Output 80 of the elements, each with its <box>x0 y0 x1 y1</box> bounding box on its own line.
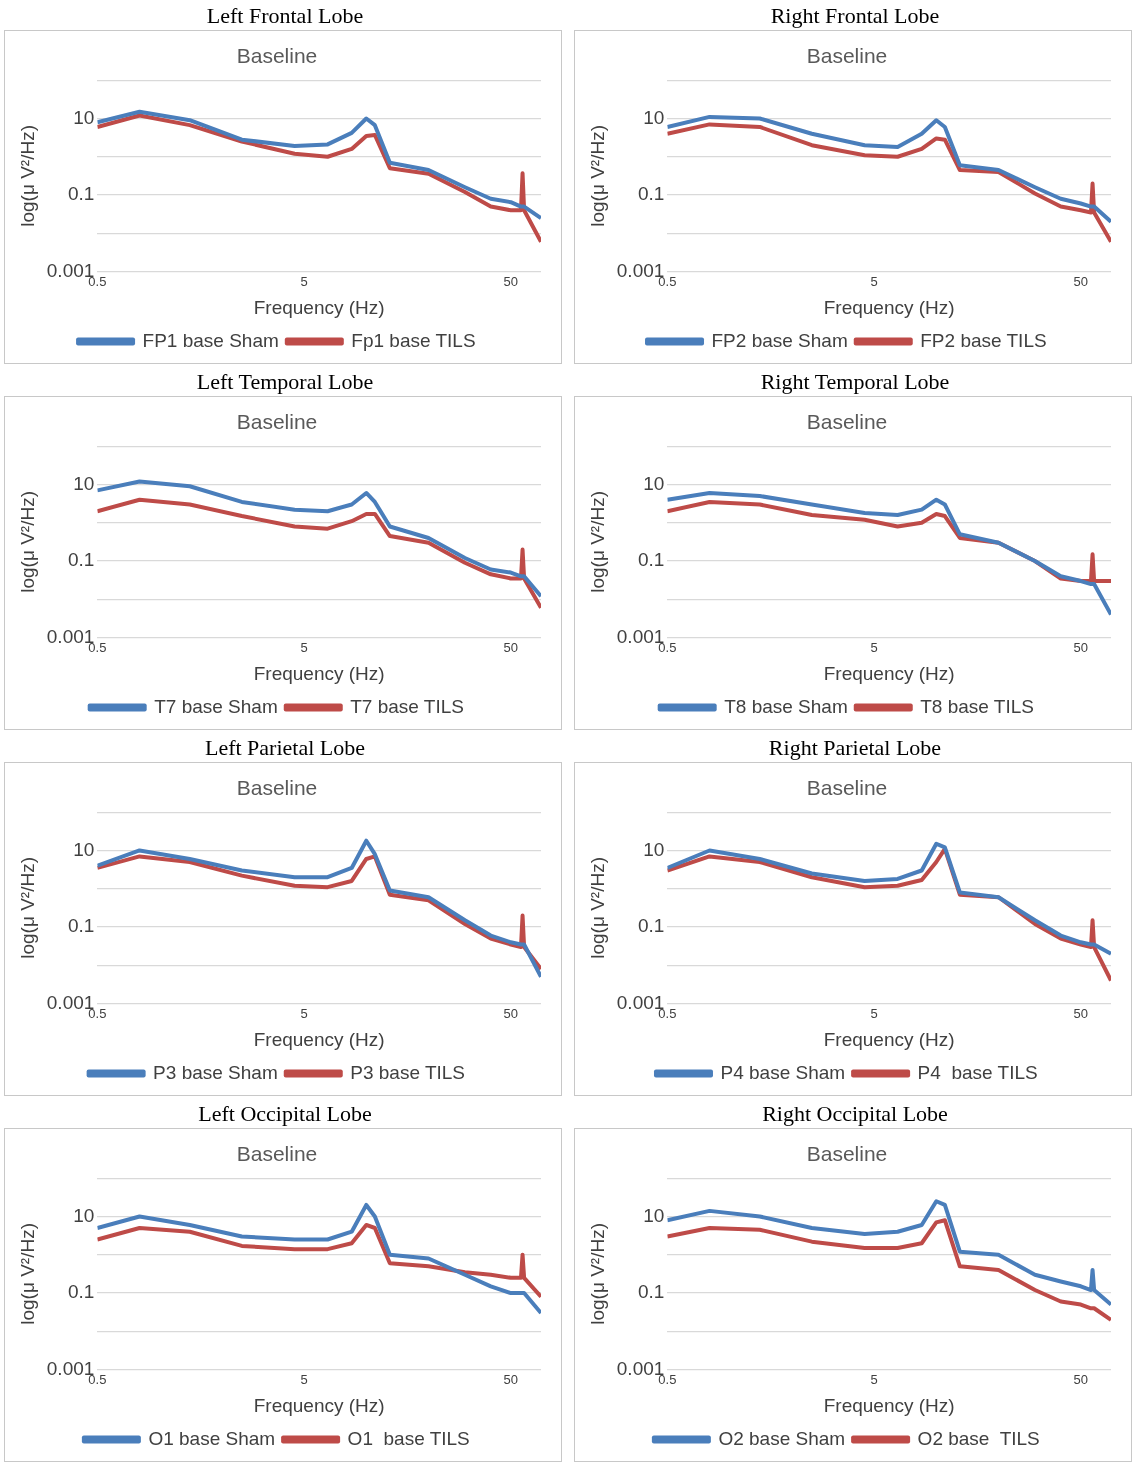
y-tick-label: 10 <box>73 838 95 860</box>
y-tick-label: 10 <box>643 838 665 860</box>
x-tick-label: 50 <box>503 273 519 289</box>
legend-label: O2 base TILS <box>917 1427 1040 1449</box>
x-tick-label: 5 <box>870 639 878 655</box>
y-tick-label: 0.1 <box>637 549 665 571</box>
legend-label: P4 base TILS <box>917 1061 1038 1083</box>
x-tick-label: 5 <box>870 1005 878 1021</box>
legend-label: P3 base TILS <box>350 1061 466 1083</box>
legend-label: O2 base Sham <box>718 1427 846 1449</box>
y-tick-label: 0.1 <box>637 183 665 205</box>
legend-label: T8 base Sham <box>724 695 848 717</box>
chart-subtitle: Baseline <box>236 1142 318 1166</box>
x-tick-label: 5 <box>300 1005 308 1021</box>
x-axis-title: Frequency (Hz) <box>253 1028 385 1050</box>
y-tick-label: 10 <box>643 106 665 128</box>
x-tick-label: 50 <box>503 1005 519 1021</box>
x-tick-label: 50 <box>1073 1371 1089 1387</box>
y-axis-title: log(μ V²/Hz) <box>16 1223 38 1325</box>
x-tick-label: 50 <box>1073 273 1089 289</box>
x-axis-title: Frequency (Hz) <box>823 296 955 318</box>
y-tick-label: 0.1 <box>67 549 95 571</box>
legend-label: FP1 base Sham <box>142 329 279 351</box>
x-axis-title: Frequency (Hz) <box>823 1394 955 1416</box>
y-axis-title: log(μ V²/Hz) <box>586 1223 608 1325</box>
chart-title: Left Temporal Lobe <box>195 368 375 396</box>
x-tick-label: 50 <box>503 1371 519 1387</box>
chart-subtitle: Baseline <box>806 410 888 434</box>
legend-label: T7 base Sham <box>154 695 278 717</box>
chart-title: Right Occipital Lobe <box>761 1100 949 1128</box>
y-tick-label: 0.1 <box>67 1281 95 1303</box>
y-axis-title: log(μ V²/Hz) <box>586 491 608 593</box>
chart-title: Left Occipital Lobe <box>197 1100 373 1128</box>
y-axis-title: log(μ V²/Hz) <box>586 125 608 227</box>
y-tick-label: 0.1 <box>637 1281 665 1303</box>
x-axis-title: Frequency (Hz) <box>823 662 955 684</box>
x-tick-label: 5 <box>870 273 878 289</box>
legend-label: T7 base TILS <box>350 695 464 717</box>
legend-label: O1 base Sham <box>148 1427 276 1449</box>
x-tick-label: 5 <box>870 1371 878 1387</box>
legend-label: O1 base TILS <box>347 1427 470 1449</box>
chart-subtitle: Baseline <box>236 410 318 434</box>
legend-label: Fp1 base TILS <box>351 329 476 351</box>
y-tick-label: 0.1 <box>637 915 665 937</box>
x-tick-label: 50 <box>503 639 519 655</box>
y-tick-label: 10 <box>643 472 665 494</box>
legend-label: P4 base Sham <box>720 1061 846 1083</box>
x-tick-label: 5 <box>300 639 308 655</box>
x-axis-title: Frequency (Hz) <box>253 662 385 684</box>
chart-subtitle: Baseline <box>236 776 318 800</box>
chart-subtitle: Baseline <box>806 1142 888 1166</box>
y-tick-label: 0.1 <box>67 183 95 205</box>
x-tick-label: 50 <box>1073 1005 1089 1021</box>
chart-subtitle: Baseline <box>806 44 888 68</box>
legend-label: P3 base Sham <box>153 1061 278 1083</box>
chart-title: Right Temporal Lobe <box>759 368 951 396</box>
y-tick-label: 10 <box>73 106 95 128</box>
x-tick-label: 5 <box>300 273 308 289</box>
y-axis-title: log(μ V²/Hz) <box>16 857 38 959</box>
x-axis-title: Frequency (Hz) <box>823 1028 955 1050</box>
chart-title: Left Parietal Lobe <box>203 734 366 762</box>
x-tick-label: 50 <box>1073 639 1089 655</box>
legend-label: FP2 base Sham <box>711 329 848 351</box>
y-axis-title: log(μ V²/Hz) <box>16 125 38 227</box>
x-tick-label: 5 <box>300 1371 308 1387</box>
legend-label: FP2 base TILS <box>920 329 1047 351</box>
chart-title: Left Frontal Lobe <box>205 2 365 30</box>
legend-label: T8 base TILS <box>920 695 1034 717</box>
chart-title: Right Frontal Lobe <box>769 2 941 30</box>
y-tick-label: 10 <box>643 1204 665 1226</box>
x-axis-title: Frequency (Hz) <box>253 296 385 318</box>
chart-subtitle: Baseline <box>236 44 318 68</box>
chart-title: Right Parietal Lobe <box>767 734 943 762</box>
y-tick-label: 0.1 <box>67 915 95 937</box>
chart-subtitle: Baseline <box>806 776 888 800</box>
y-axis-title: log(μ V²/Hz) <box>586 857 608 959</box>
y-tick-label: 10 <box>73 1204 95 1226</box>
x-axis-title: Frequency (Hz) <box>253 1394 385 1416</box>
y-axis-title: log(μ V²/Hz) <box>16 491 38 593</box>
y-tick-label: 10 <box>73 472 95 494</box>
